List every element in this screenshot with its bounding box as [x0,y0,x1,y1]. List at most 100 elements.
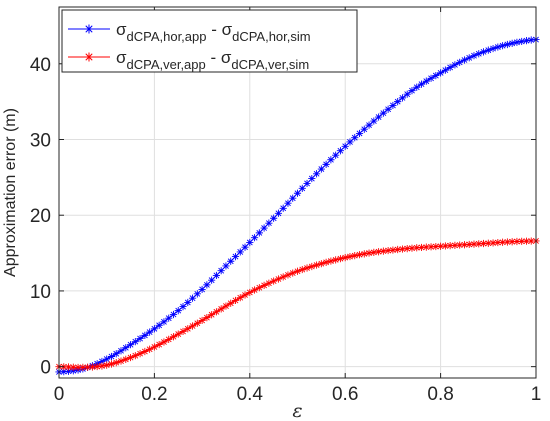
data-point-marker [446,63,454,72]
data-point-marker [69,363,77,371]
data-point-marker [198,285,206,294]
data-point-marker [489,44,497,53]
data-point-marker [117,357,125,365]
data-point-marker [250,286,259,294]
data-point-marker [98,362,106,370]
data-point-marker [360,125,368,133]
data-point-marker [160,338,168,346]
data-point-marker [208,276,216,284]
data-point-marker [79,363,87,371]
data-point-marker [255,229,263,237]
data-point-marker [479,239,488,248]
data-point-marker [270,277,278,285]
data-point-marker [146,345,154,353]
axis-labels: ε Approximation error (m) [2,108,303,421]
data-point-marker [484,239,492,247]
data-point-marker [131,338,139,346]
data-point-marker [351,134,359,142]
data-point-marker [346,252,354,261]
data-point-marker [312,261,321,269]
data-point-marker [398,94,407,102]
data-point-marker [355,129,364,138]
data-point-marker [446,242,454,250]
x-tick-label: 0.8 [427,384,453,405]
data-point-marker [327,257,335,265]
data-point-marker [312,170,321,178]
data-point-marker [274,209,283,217]
data-point-marker [441,66,449,74]
data-point-marker [389,246,397,254]
data-point-marker [165,335,173,343]
data-point-marker [289,269,297,277]
data-point-marker [408,87,416,95]
data-point-marker [208,311,216,319]
data-point-marker [403,244,411,253]
data-point-marker [231,252,240,261]
data-point-marker [456,58,464,66]
data-point-marker [122,344,130,352]
data-point-marker [126,353,135,362]
x-tick-label: 0 [54,384,65,405]
data-point-marker [379,109,387,117]
data-point-marker [365,249,373,257]
data-point-marker [117,347,125,355]
data-point-marker [236,294,244,302]
data-point-marker [217,305,225,313]
data-point-marker [332,151,340,159]
data-point-marker [303,179,311,188]
data-point-marker [499,238,507,246]
data-point-marker [437,242,445,250]
legend-label: σdCPA,hor,app - σdCPA,hor,sim [116,20,311,44]
data-point-marker [174,330,182,338]
data-point-marker [370,248,378,256]
data-point-marker [126,341,135,349]
data-point-marker [270,214,278,222]
data-point-marker [417,80,426,88]
data-point-marker [317,260,325,268]
data-point-marker [475,50,483,58]
data-point-marker [374,248,383,256]
axes-frame [58,6,537,379]
legend-marker [84,52,94,62]
data-point-marker [64,363,73,371]
data-point-marker [212,271,221,280]
data-point-marker [203,314,211,322]
data-point-marker [398,245,407,253]
data-point-marker [246,288,254,297]
data-point-marker [336,147,345,155]
data-point-marker [346,138,354,146]
data-point-marker [484,46,492,54]
data-point-marker [518,237,526,245]
data-point-marker [184,325,192,333]
data-point-marker [155,340,163,349]
data-point-marker [365,121,373,129]
data-point-marker [112,359,120,367]
data-point-marker [260,224,268,232]
data-point-marker [527,36,535,44]
data-point-marker [122,355,130,363]
data-point-marker [250,234,259,242]
data-point-marker [93,362,101,371]
data-point-marker [427,74,435,82]
data-point-marker [308,174,316,183]
data-point-marker [479,48,488,56]
data-point-marker [355,251,364,259]
data-point-marker [465,240,473,249]
data-point-marker [456,241,464,249]
data-point-marker [227,257,235,265]
data-point-marker [155,321,163,329]
data-point-marker [160,318,168,326]
data-point-marker [370,117,378,125]
data-point-marker [308,262,316,271]
data-point-marker [403,90,411,98]
data-point-marker [74,363,82,372]
data-point-marker [389,101,397,110]
data-point-marker [298,265,306,274]
data-point-marker [165,314,173,322]
data-point-marker [284,271,292,279]
data-point-marker [413,244,421,252]
data-point-marker [322,258,330,266]
data-point-marker [150,343,158,351]
